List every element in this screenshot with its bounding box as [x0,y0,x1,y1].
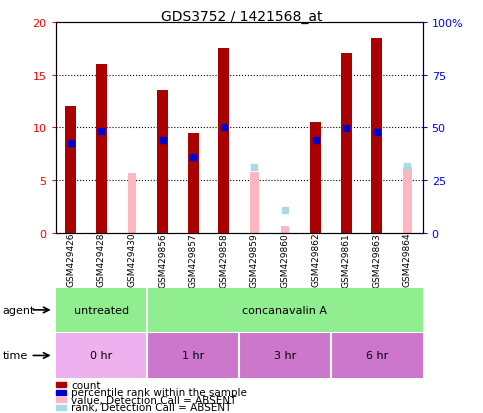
Bar [96,65,107,233]
Text: 1 hr: 1 hr [182,351,204,361]
Bar [331,333,423,378]
Text: GSM429861: GSM429861 [341,232,351,287]
Text: 3 hr: 3 hr [274,351,296,361]
Bar [310,123,321,233]
Bar [218,49,229,233]
Text: concanavalin A: concanavalin A [242,305,327,315]
Bar [341,54,352,233]
Bar [157,91,168,233]
Bar [56,288,147,332]
Text: GSM429426: GSM429426 [66,233,75,287]
Text: agent: agent [2,305,35,315]
Bar [147,288,423,332]
Point [342,126,350,133]
Point [67,140,75,147]
Text: GSM429860: GSM429860 [281,232,289,287]
Point [98,128,105,135]
Text: GDS3752 / 1421568_at: GDS3752 / 1421568_at [161,10,322,24]
Bar [66,107,76,233]
Point [373,129,381,135]
Text: GSM429857: GSM429857 [189,232,198,287]
Bar [128,173,136,233]
Text: GSM429859: GSM429859 [250,232,259,287]
Text: GSM429430: GSM429430 [128,232,137,287]
Text: GSM429862: GSM429862 [311,232,320,287]
Text: GSM429858: GSM429858 [219,232,228,287]
Text: 6 hr: 6 hr [366,351,388,361]
Text: time: time [2,351,28,361]
Text: value, Detection Call = ABSENT: value, Detection Call = ABSENT [71,395,236,405]
Text: rank, Detection Call = ABSENT: rank, Detection Call = ABSENT [71,402,231,412]
Bar [403,168,412,233]
Text: 0 hr: 0 hr [90,351,113,361]
Text: GSM429428: GSM429428 [97,233,106,287]
Point [281,207,289,214]
Bar [281,226,289,233]
Text: GSM429864: GSM429864 [403,232,412,287]
Bar [371,38,382,233]
Point [189,154,197,161]
Point [312,138,319,144]
Bar [188,133,199,233]
Bar [250,172,259,233]
Text: GSM429863: GSM429863 [372,232,381,287]
Bar [239,333,331,378]
Text: GSM429856: GSM429856 [158,232,167,287]
Point [251,165,258,171]
Point [159,138,167,144]
Text: percentile rank within the sample: percentile rank within the sample [71,387,247,397]
Bar [147,333,239,378]
Point [220,125,227,131]
Text: untreated: untreated [74,305,129,315]
Bar [56,333,147,378]
Point [403,164,411,170]
Text: count: count [71,380,100,390]
